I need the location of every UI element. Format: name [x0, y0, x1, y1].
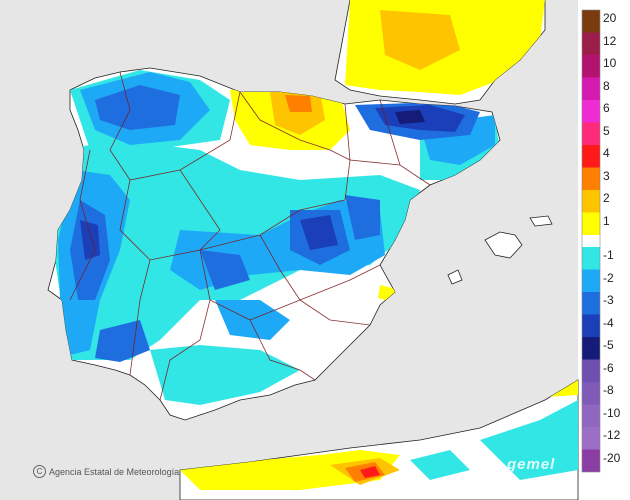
- watermark: gemel: [507, 456, 556, 473]
- region-borders: [69, 71, 431, 401]
- legend-swatch-positive: [582, 190, 600, 213]
- copyright-icon: C: [33, 465, 46, 478]
- legend-swatch-positive: [582, 122, 600, 145]
- legend-swatch-positive: [582, 167, 600, 190]
- legend-swatch-negative: [582, 292, 600, 315]
- legend-swatch-positive: [582, 55, 600, 78]
- legend-swatch-negative: [582, 382, 600, 405]
- legend-swatch-negative: [582, 247, 600, 270]
- legend-swatch-positive: [582, 145, 600, 168]
- legend-swatch-positive: [582, 212, 600, 235]
- mallorca: [484, 231, 523, 259]
- legend-swatch-positive: [582, 10, 600, 33]
- legend-swatch-negative: [582, 337, 600, 360]
- legend-swatch-negative: [582, 359, 600, 382]
- legend-bar: [581, 9, 601, 473]
- anomaly-fields: [55, 0, 578, 490]
- legend-frame: [581, 9, 601, 473]
- legend-swatch-negative: [582, 404, 600, 427]
- credit-text: Agencia Estatal de Meteorología: [49, 466, 180, 477]
- ibiza: [447, 269, 463, 285]
- legend-swatch-negative: [582, 314, 600, 337]
- legend-swatch-positive: [582, 77, 600, 100]
- menorca: [529, 215, 553, 227]
- credit: C Agencia Estatal de Meteorología: [33, 465, 179, 478]
- legend-swatch-positive: [582, 32, 600, 55]
- legend-swatch-negative: [582, 427, 600, 450]
- legend-swatch-positive: [582, 100, 600, 123]
- legend-swatch-negative: [582, 449, 600, 472]
- legend-swatch-negative: [582, 269, 600, 292]
